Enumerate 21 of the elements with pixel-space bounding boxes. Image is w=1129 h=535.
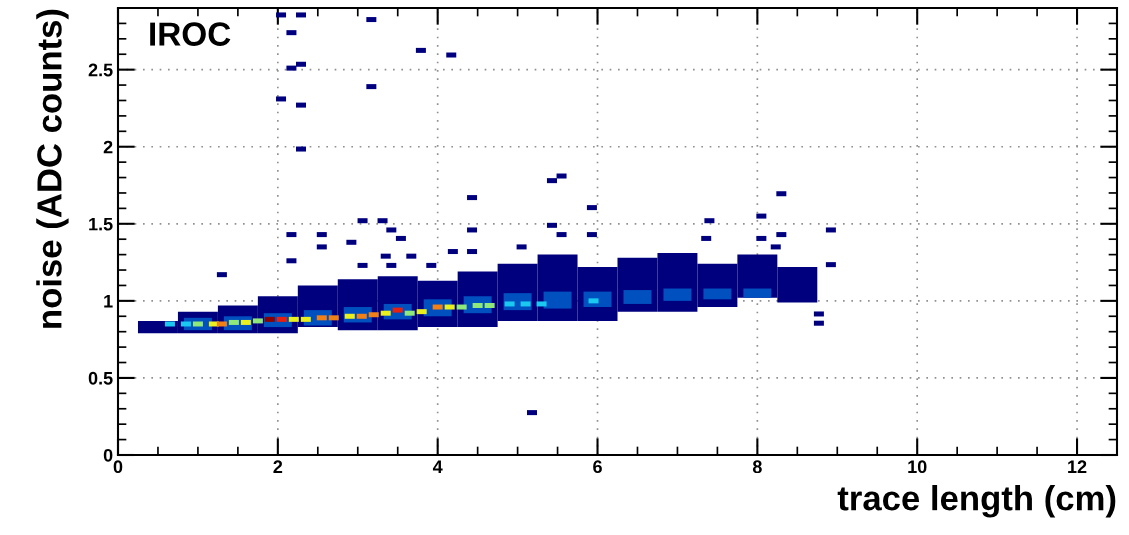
bar [743,288,772,298]
bar [623,290,652,304]
bar [543,291,572,309]
y-tick-label: 0.5 [88,371,113,385]
x-tick-label: 8 [752,460,762,474]
y-tick-label: 1 [104,294,113,308]
y-tick-label: 2.5 [88,63,113,77]
annotation: IROC [150,22,231,46]
x-tick-label: 10 [908,460,927,474]
x-tick-label: 12 [1068,460,1087,473]
y-axis-title: noise (ADC counts) [36,9,69,328]
y-tick-label: 2 [103,140,113,154]
x-tick-label: 6 [593,460,602,474]
bar [703,288,732,300]
y-tick-label: 0 [103,448,113,462]
x-tick-label: 4 [432,460,443,473]
y-tick-label: 1.5 [89,217,113,231]
x-tick-label: 2 [273,460,283,473]
x-axis-title: trace length (cm) [837,485,1116,518]
x-tick-label: 0 [113,460,123,474]
bar [663,288,692,301]
